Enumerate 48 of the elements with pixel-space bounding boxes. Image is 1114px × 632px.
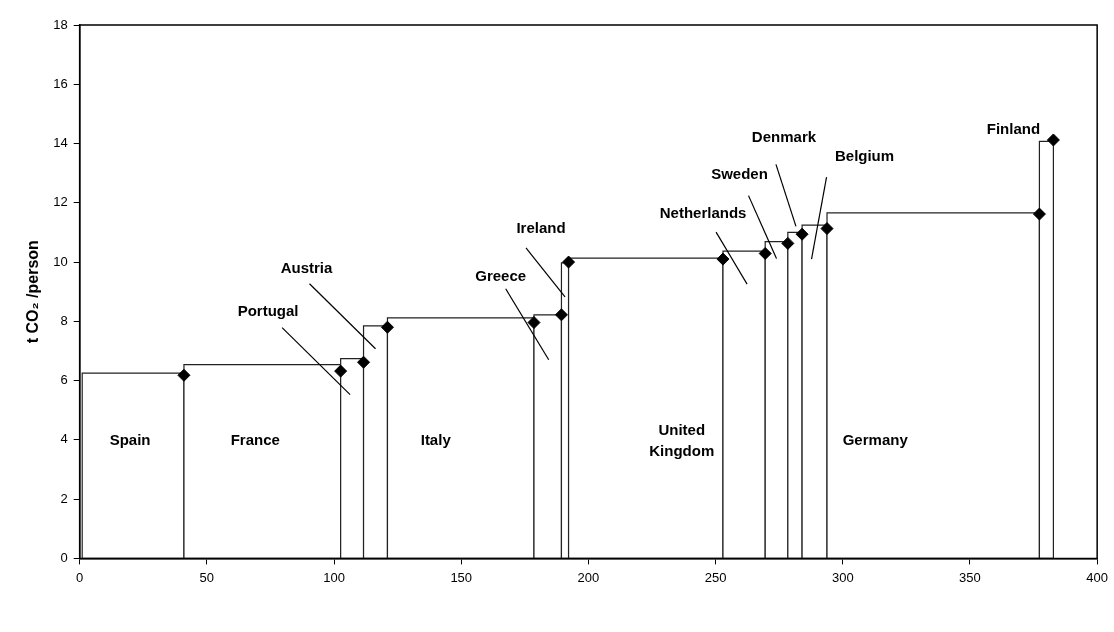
category-label: Spain [109,431,151,449]
x-tick-label: 0 [76,569,84,585]
point [758,246,772,260]
x-tick-label: 100 [323,569,345,585]
y-tick-label: 16 [53,75,68,91]
category-label: Germany [842,431,908,449]
point [1032,207,1046,221]
category-label: Sweden [711,164,768,182]
category-label: Greece [475,266,527,284]
x-tick-label: 350 [959,569,981,585]
y-tick-label: 2 [60,490,68,506]
x-tick-label: 300 [831,569,854,585]
category-label: United Kingdom [649,420,715,459]
y-tick-label: 0 [60,549,68,565]
category-label: Denmark [751,127,817,145]
category-label: Portugal [237,301,299,319]
point [177,368,191,382]
y-tick-label: 18 [53,16,68,32]
category-label: Italy [420,431,451,449]
x-tick-label: 50 [199,569,215,585]
category-label: France [230,431,280,449]
x-tick-label: 250 [704,569,727,585]
category-label: Austria [280,258,333,276]
point [380,320,394,334]
category-label: Netherlands [659,204,747,222]
point [527,316,541,330]
category-label: Finland [986,119,1041,137]
point [781,236,795,250]
y-axis-title: t CO₂ /person [24,240,42,344]
point [554,308,568,322]
category-label: Belgium [834,147,895,165]
point [562,255,576,269]
point [716,252,730,266]
point [357,355,371,369]
y-tick-label: 6 [60,372,68,388]
y-tick-label: 10 [53,253,68,269]
point [795,227,809,241]
point [1046,133,1060,147]
category-label: Ireland [516,219,566,237]
y-tick-label: 8 [60,312,68,328]
y-tick-label: 4 [60,431,68,447]
x-tick-label: 400 [1086,569,1109,585]
point [820,222,834,236]
x-tick-label: 150 [450,569,473,585]
x-tick-label: 200 [577,569,600,585]
point [334,364,348,378]
y-tick-label: 12 [53,194,68,210]
y-tick-label: 14 [53,135,68,151]
